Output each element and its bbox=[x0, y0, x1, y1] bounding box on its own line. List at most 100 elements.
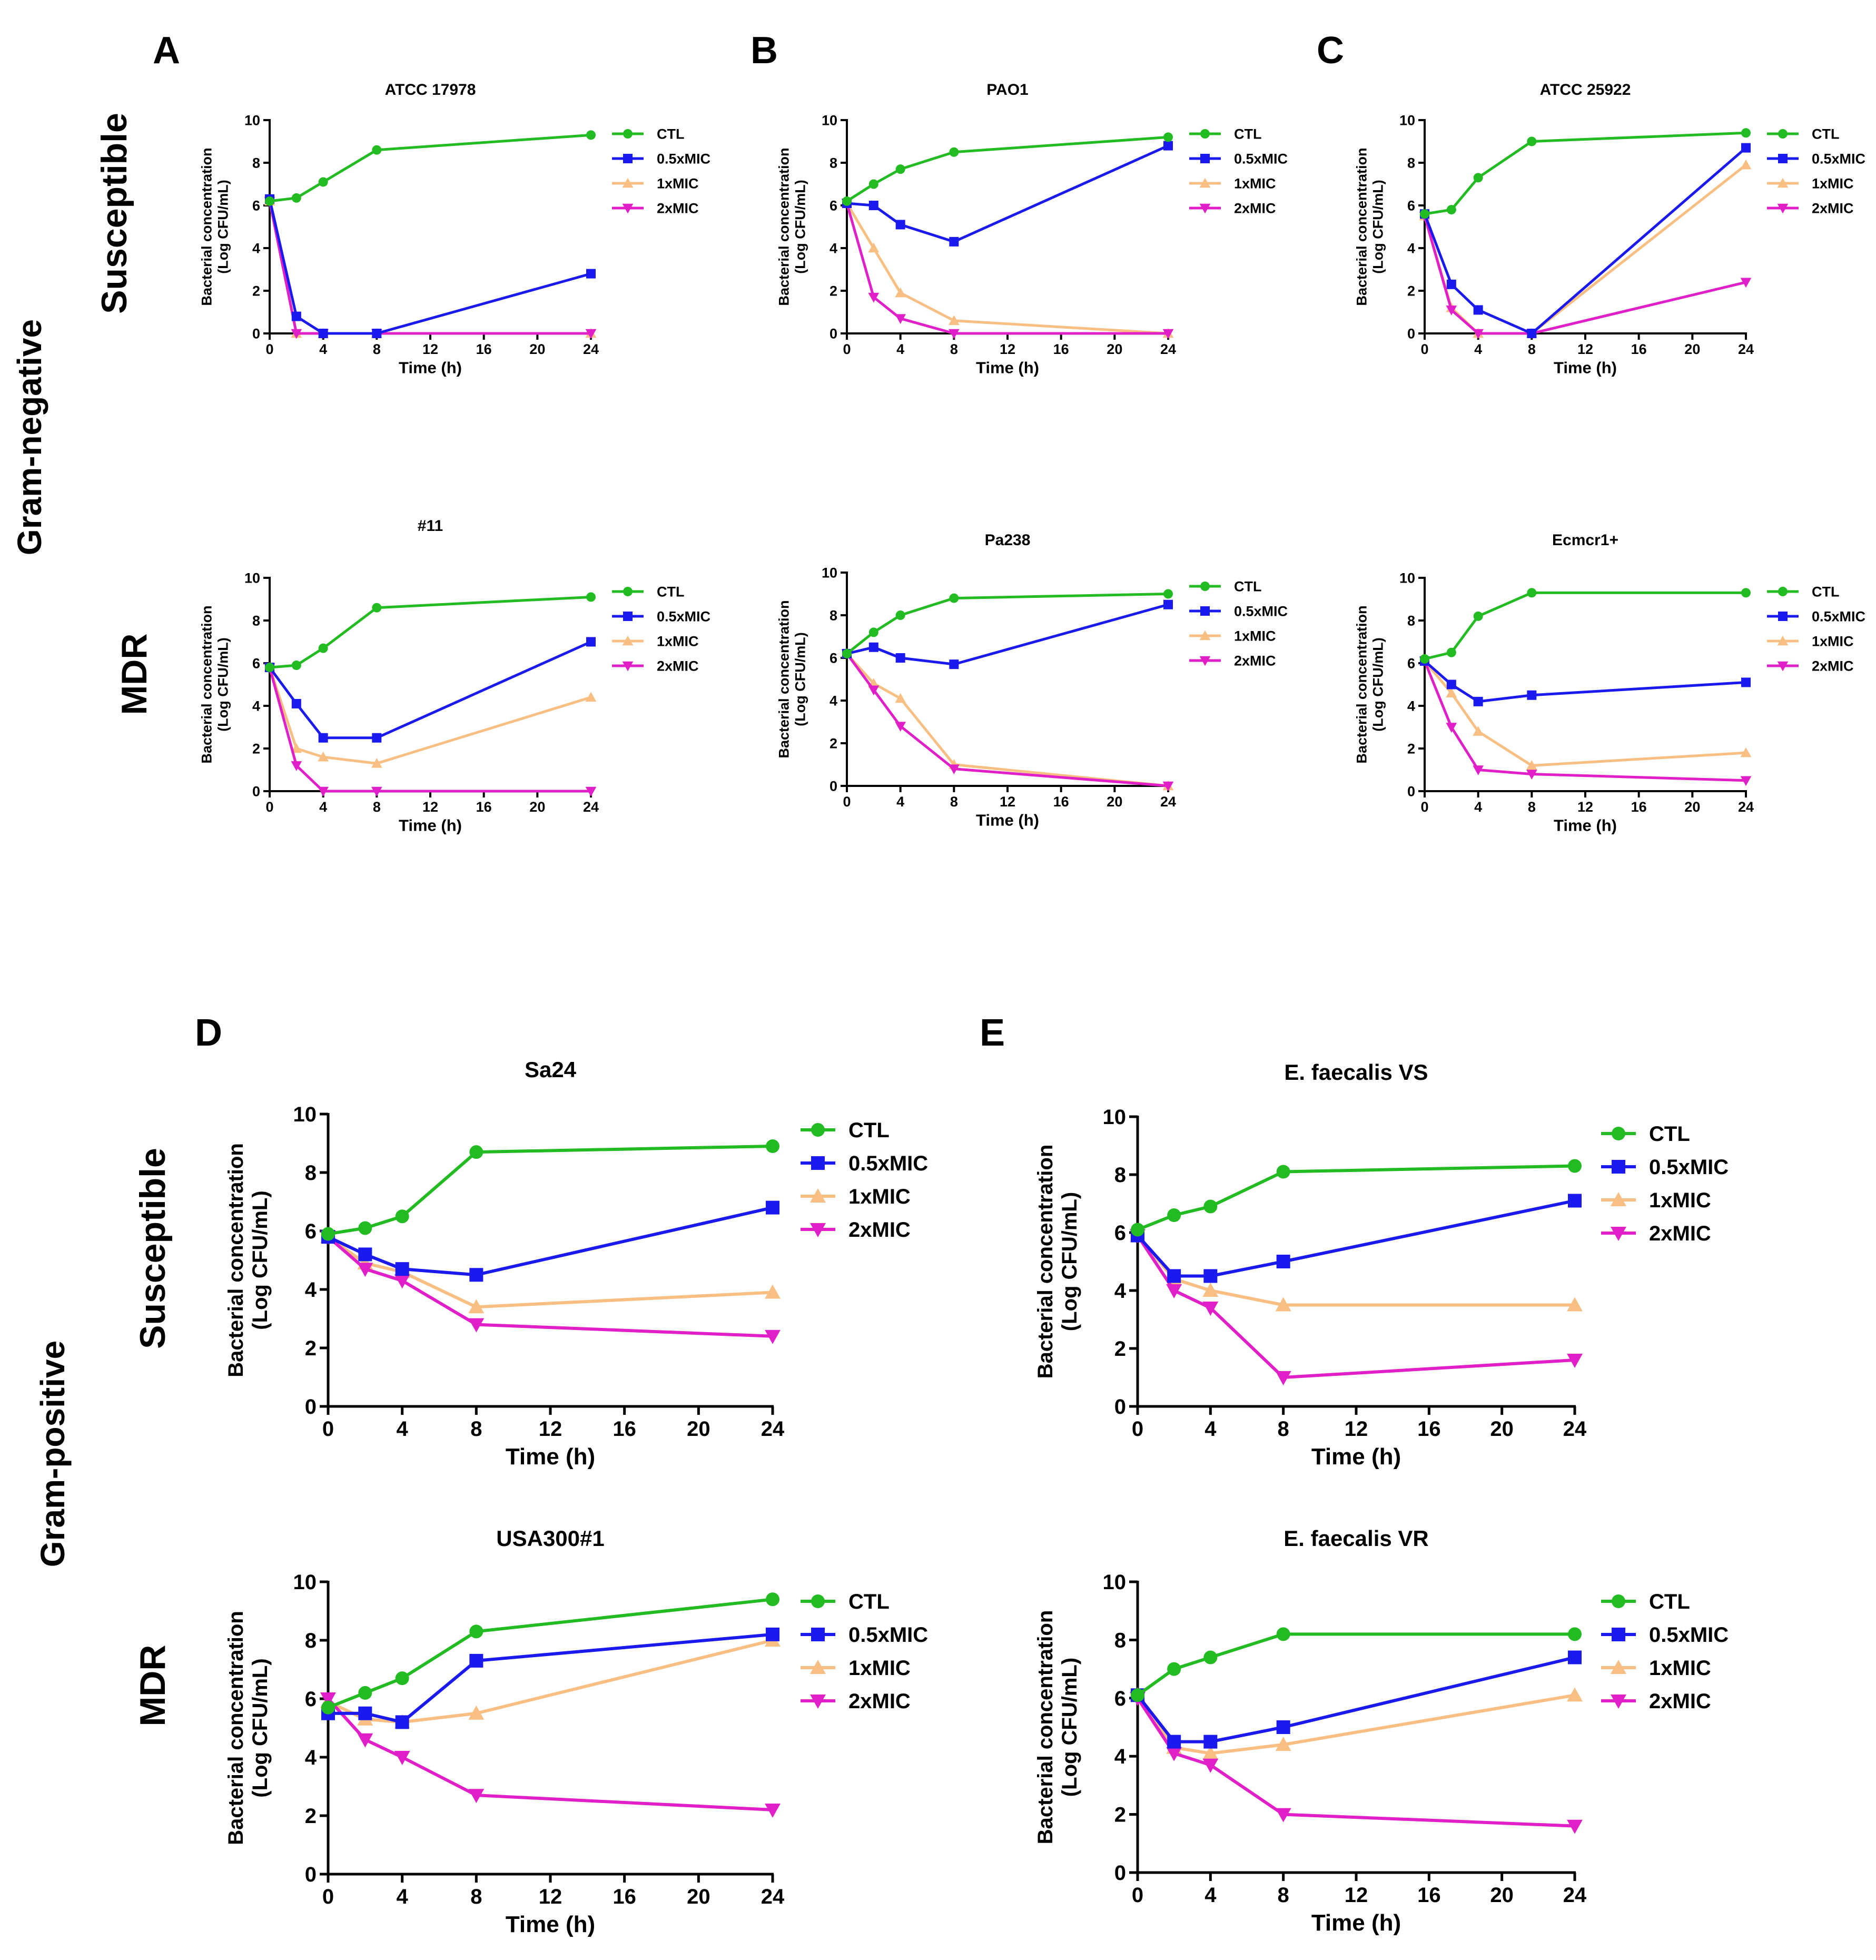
x-axis-label: Time (h) bbox=[1554, 816, 1617, 834]
x-tick-label: 4 bbox=[896, 341, 904, 357]
panel-letter: B bbox=[751, 29, 778, 72]
y-axis-label: Bacterial concentration bbox=[776, 600, 792, 758]
susceptible-label-bottom: Susceptible bbox=[133, 1148, 173, 1349]
x-axis-label: Time (h) bbox=[1311, 1910, 1401, 1936]
data-point-CTL bbox=[372, 145, 382, 155]
legend-label: 1xMIC bbox=[1234, 175, 1276, 191]
x-tick-label: 4 bbox=[319, 341, 327, 357]
data-point-CTL bbox=[1741, 128, 1751, 138]
legend-marker bbox=[1611, 1660, 1626, 1674]
data-point-2xMIC bbox=[1446, 306, 1457, 316]
data-point-CTL bbox=[358, 1686, 372, 1700]
data-point-2xMIC bbox=[357, 1263, 373, 1277]
legend-marker bbox=[810, 1223, 826, 1237]
chart-title: PAO1 bbox=[986, 81, 1028, 99]
chart-title: ATCC 25922 bbox=[1540, 81, 1631, 99]
y-tick-label: 4 bbox=[830, 693, 837, 708]
data-point-0.5xMIC bbox=[586, 269, 596, 279]
legend-marker bbox=[1612, 1160, 1625, 1174]
data-point-2xMIC bbox=[1166, 1284, 1182, 1298]
data-point-0.5xMIC bbox=[1527, 329, 1537, 338]
legend-marker bbox=[623, 612, 633, 621]
data-point-CTL bbox=[1167, 1208, 1181, 1222]
legend-label: 2xMIC bbox=[657, 658, 699, 674]
legend-label: 0.5xMIC bbox=[848, 1152, 928, 1175]
data-point-2xMIC bbox=[320, 1692, 336, 1707]
chart-title: E. faecalis VS bbox=[1284, 1060, 1428, 1085]
legend-label: CTL bbox=[657, 584, 684, 599]
panel-letter: E bbox=[980, 1012, 1005, 1054]
legend-marker bbox=[1777, 635, 1789, 646]
legend-marker bbox=[622, 635, 634, 646]
x-tick-label: 24 bbox=[1738, 341, 1754, 357]
data-point-0.5xMIC bbox=[358, 1247, 372, 1262]
y-tick-label: 4 bbox=[1407, 240, 1415, 256]
x-axis-label: Time (h) bbox=[976, 358, 1039, 377]
y-tick-label: 10 bbox=[293, 1103, 317, 1126]
x-tick-label: 0 bbox=[1132, 1417, 1143, 1441]
data-point-CTL bbox=[291, 193, 301, 203]
series-line-0.5xMIC bbox=[1136, 1656, 1575, 1744]
y-tick-label: 6 bbox=[1114, 1222, 1126, 1245]
x-axis-label: Time (h) bbox=[1554, 358, 1617, 377]
y-tick-label: 2 bbox=[305, 1337, 317, 1360]
y-tick-label: 2 bbox=[1114, 1337, 1126, 1361]
data-point-CTL bbox=[265, 663, 274, 673]
data-point-CTL bbox=[1420, 209, 1429, 219]
x-tick-label: 24 bbox=[1563, 1417, 1587, 1441]
data-point-CTL bbox=[1163, 589, 1173, 599]
legend-label: 1xMIC bbox=[1812, 633, 1854, 649]
legend-marker bbox=[810, 1188, 826, 1203]
y-tick-label: 0 bbox=[305, 1863, 317, 1886]
gram-positive-label: Gram-positive bbox=[34, 1341, 72, 1567]
legend-marker bbox=[1778, 587, 1788, 596]
legend-marker bbox=[1612, 1127, 1625, 1140]
data-point-CTL bbox=[395, 1671, 409, 1686]
data-point-2xMIC bbox=[1275, 1808, 1291, 1823]
data-point-1xMIC bbox=[895, 287, 906, 298]
data-point-0.5xMIC bbox=[1163, 599, 1173, 609]
x-tick-label: 4 bbox=[319, 799, 327, 815]
legend-label: 2xMIC bbox=[657, 200, 699, 216]
data-point-2xMIC bbox=[318, 786, 329, 797]
data-point-2xMIC bbox=[948, 329, 960, 339]
data-point-1xMIC bbox=[371, 758, 382, 768]
data-point-CTL bbox=[895, 610, 905, 620]
legend-label: CTL bbox=[1812, 584, 1839, 599]
series-line-0.5xMIC bbox=[328, 1632, 773, 1724]
data-point-CTL bbox=[1203, 1199, 1218, 1214]
legend-marker bbox=[1199, 630, 1211, 641]
x-tick-label: 16 bbox=[1631, 799, 1647, 815]
y-tick-label: 2 bbox=[1114, 1804, 1126, 1827]
y-tick-label: 2 bbox=[305, 1805, 317, 1828]
y-tick-label: 8 bbox=[305, 1629, 317, 1652]
x-axis-label: Time (h) bbox=[399, 358, 462, 377]
legend-marker bbox=[1199, 656, 1211, 666]
data-point-CTL bbox=[1568, 1159, 1582, 1173]
data-point-2xMIC bbox=[394, 1751, 410, 1765]
x-tick-label: 16 bbox=[613, 1417, 636, 1441]
y-tick-label: 0 bbox=[830, 778, 837, 794]
series-line-2xMIC bbox=[845, 653, 1169, 787]
x-tick-label: 8 bbox=[373, 341, 381, 357]
data-point-2xMIC bbox=[1567, 1819, 1583, 1834]
data-point-CTL bbox=[358, 1221, 372, 1235]
y-axis-label: Bacterial concentration bbox=[1354, 605, 1369, 763]
x-tick-label: 16 bbox=[1053, 341, 1069, 357]
legend-marker bbox=[1777, 661, 1789, 672]
data-point-2xMIC bbox=[1275, 1371, 1291, 1385]
y-tick-label: 0 bbox=[1114, 1861, 1126, 1885]
legend-label: CTL bbox=[848, 1590, 890, 1613]
data-point-CTL bbox=[1167, 1662, 1181, 1676]
y-tick-label: 10 bbox=[1399, 570, 1415, 586]
chart-title: Sa24 bbox=[525, 1057, 577, 1082]
legend-label: 2xMIC bbox=[1649, 1690, 1711, 1713]
legend-marker bbox=[1611, 1695, 1626, 1709]
series-line-0.5xMIC bbox=[1423, 146, 1747, 335]
legend-marker bbox=[811, 1156, 825, 1170]
x-tick-label: 8 bbox=[470, 1417, 482, 1441]
